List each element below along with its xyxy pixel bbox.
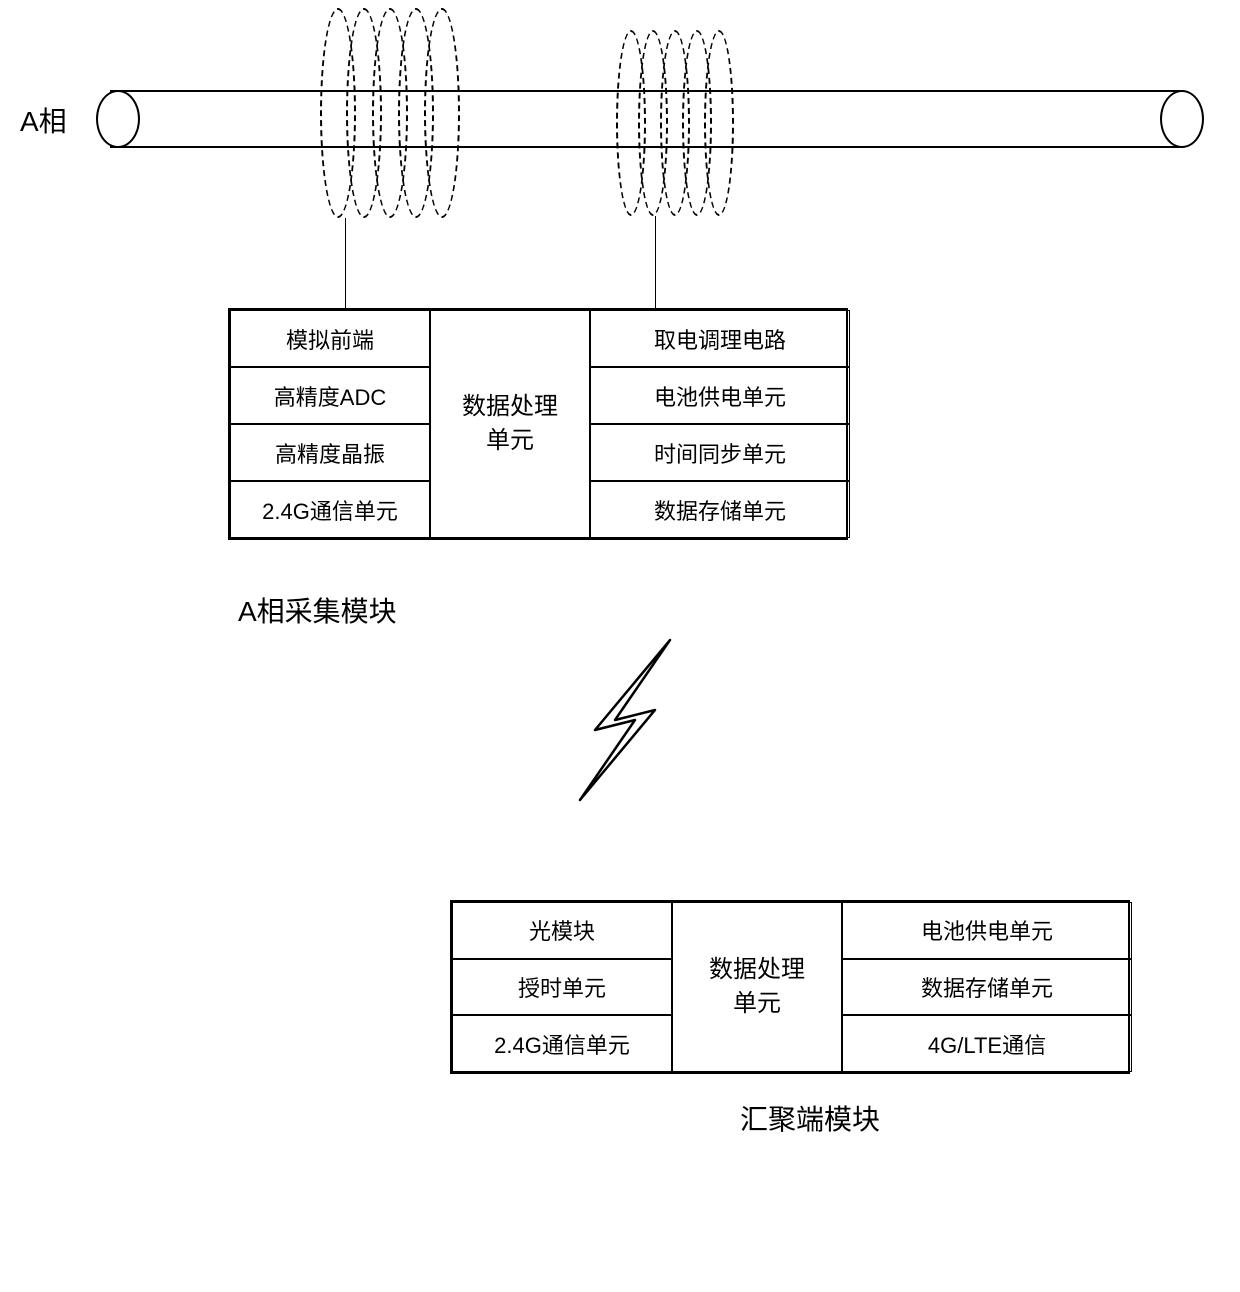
coil-ellipse: [424, 8, 460, 218]
agg-mid: 数据处理 单元: [672, 902, 842, 1072]
lead-line-1: [345, 218, 346, 308]
coil-ellipse: [704, 30, 734, 216]
agg-left-2: 授时单元: [452, 959, 672, 1016]
acq-right-4: 数据存储单元: [590, 481, 850, 538]
acq-block: 模拟前端 高精度ADC 高精度晶振 2.4G通信单元 数据处理 单元 取电调理电…: [228, 308, 848, 540]
phase-label: A相: [20, 100, 67, 140]
agg-left-1: 光模块: [452, 902, 672, 959]
acq-right-3: 时间同步单元: [590, 424, 850, 481]
diagram-canvas: A相 模拟前端 高精度ADC 高精度晶振 2.4G通信单元 数据处理 单元 取电…: [0, 0, 1240, 1292]
pipe-cap-right: [1160, 90, 1204, 148]
acq-left-2: 高精度ADC: [230, 367, 430, 424]
acq-caption: A相采集模块: [238, 590, 397, 630]
acq-left-3: 高精度晶振: [230, 424, 430, 481]
acq-left-4: 2.4G通信单元: [230, 481, 430, 538]
agg-block: 光模块 授时单元 2.4G通信单元 数据处理 单元 电池供电单元 数据存储单元 …: [450, 900, 1130, 1074]
pipe-cap-left: [96, 90, 140, 148]
agg-right-3: 4G/LTE通信: [842, 1015, 1132, 1072]
acq-mid: 数据处理 单元: [430, 310, 590, 538]
agg-caption: 汇聚端模块: [740, 1098, 880, 1138]
agg-right-1: 电池供电单元: [842, 902, 1132, 959]
wireless-icon: [560, 635, 690, 805]
acq-left-1: 模拟前端: [230, 310, 430, 367]
acq-right-2: 电池供电单元: [590, 367, 850, 424]
lead-line-2: [655, 216, 656, 308]
acq-right-1: 取电调理电路: [590, 310, 850, 367]
agg-right-2: 数据存储单元: [842, 959, 1132, 1016]
agg-left-3: 2.4G通信单元: [452, 1015, 672, 1072]
